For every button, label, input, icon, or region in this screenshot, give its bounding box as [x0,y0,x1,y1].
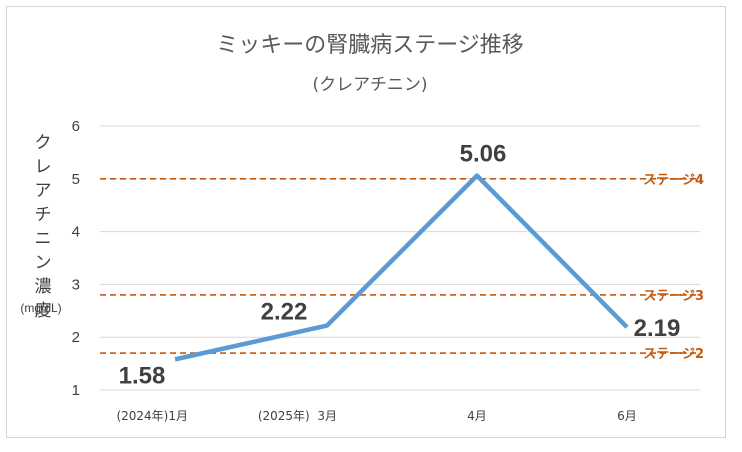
y-axis-label-char: ク [35,133,52,153]
y-tick-label: 1 [72,382,80,399]
x-tick-label: (2025年) 3月 [258,409,337,423]
data-labels: 1.58 2.22 5.06 2.19 [119,141,681,390]
stage-threshold-label: ステージ2 [643,347,704,362]
y-axis-label-char: ン [35,253,52,273]
data-label: 1.58 [119,362,166,389]
y-tick-label: 2 [72,329,80,346]
stage-threshold-label: ステージ3 [643,289,704,304]
stage-thresholds: ステージ4 ステージ3 ステージ2 [100,173,704,362]
y-axis-label-char: 濃 [35,277,52,297]
data-label: 2.19 [634,315,681,342]
data-label: 2.22 [261,299,308,326]
series-line [174,173,629,362]
y-tick-label: 6 [72,118,80,135]
x-tick-label: 4月 [467,409,487,423]
y-axis-unit: (mg/dL) [20,301,61,315]
stage-threshold-label: ステージ4 [643,173,704,188]
y-tick-label: 3 [72,276,80,293]
data-label: 5.06 [460,141,507,168]
y-tick-label: 4 [72,224,80,241]
y-axis-label-char: 度 [35,301,52,321]
chart-subtitle: (クレアチニン) [313,75,428,95]
y-axis-label-char: ニ [35,229,52,249]
y-axis-label-char: チ [35,205,52,225]
x-tick-labels: (2024年)1月 (2025年) 3月 4月 6月 [116,409,636,423]
y-axis-label-char: ア [35,181,52,201]
y-tick-labels: 1 2 3 4 5 6 [72,118,80,399]
x-tick-label: (2024年)1月 [116,409,188,423]
x-tick-label: 6月 [617,409,637,423]
gridlines [100,125,700,391]
chart-frame [6,6,726,438]
y-tick-label: 5 [72,171,80,188]
series-line-group [174,173,629,362]
chart-title: ミッキーの腎臓病ステージ推移 [216,33,524,58]
y-axis-label-char: レ [35,157,52,177]
